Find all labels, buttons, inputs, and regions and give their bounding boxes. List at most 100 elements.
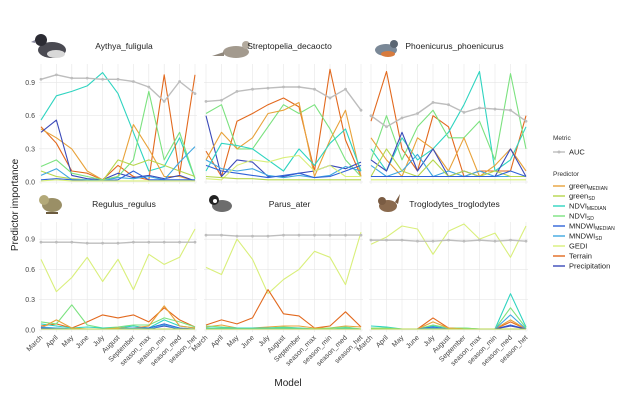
x-tick-label: June	[240, 334, 256, 350]
auc-point	[344, 87, 347, 91]
auc-point	[400, 238, 404, 242]
auc-point	[70, 76, 74, 80]
panel-title: Aythya_fuligula	[95, 41, 153, 51]
series-line-ndvi_sd	[205, 104, 362, 177]
series-line-green_median	[40, 305, 196, 330]
auc-point	[266, 86, 270, 90]
x-tick-label: April	[210, 334, 225, 349]
auc-point	[447, 103, 450, 107]
series-line-green_sd	[40, 159, 196, 182]
series-line-ndvi_median	[205, 128, 362, 172]
auc-point	[39, 240, 43, 244]
legend-label-green_sd: greenSD	[569, 192, 596, 203]
auc-point	[116, 241, 120, 245]
x-tick-label: May	[61, 334, 76, 349]
x-tick-label: May	[391, 334, 406, 349]
x-tick-label: June	[405, 334, 421, 350]
auc-point	[251, 234, 254, 238]
series-line-terrain	[205, 68, 362, 178]
x-tick-label: June	[75, 334, 91, 350]
x-tick-label: April	[45, 334, 60, 349]
panel-title: Regulus_regulus	[92, 199, 156, 209]
auc-point	[509, 238, 512, 242]
redstart-illustration	[375, 40, 398, 57]
y-tick-label: 0.0	[25, 328, 35, 335]
auc-point	[478, 106, 481, 110]
series-line-gedi	[40, 179, 195, 182]
legend-label-gedi: GEDI	[569, 242, 587, 251]
auc-point	[101, 77, 104, 81]
auc-point	[85, 241, 89, 245]
series-line-mndwi_sd	[370, 153, 526, 178]
auc-point	[297, 233, 301, 237]
auc-point	[193, 92, 197, 96]
legend-label-precipitation: Precipitation	[569, 262, 610, 271]
dove-illustration	[212, 41, 250, 58]
auc-point	[400, 116, 404, 120]
series-line-terrain	[40, 74, 196, 181]
panel-Regulus_regulus: Regulus_regulus 0.0 0.3 0.6 0.9 March April May…	[25, 199, 198, 368]
legend-label-mndwi_sd: MNDWISD	[569, 232, 603, 243]
legend-label-terrain: Terrain	[569, 252, 592, 261]
auc-point	[70, 240, 74, 244]
auc-point	[297, 85, 301, 89]
auc-point	[493, 107, 497, 111]
series-line-green_sd	[205, 175, 361, 181]
y-tick-label: 0.3	[25, 297, 35, 304]
wren-illustration	[378, 194, 400, 212]
auc-point	[369, 238, 373, 242]
auc-point	[328, 96, 332, 100]
auc-point	[313, 233, 316, 237]
y-tick-label: 0.9	[25, 237, 35, 244]
auc-point	[328, 233, 332, 237]
y-tick-label: 0.9	[25, 80, 35, 87]
y-tick-label: 0.0	[25, 180, 35, 187]
series-line-mndwi_median	[371, 170, 527, 178]
auc-point	[344, 233, 347, 237]
auc-point	[385, 125, 388, 129]
bird-illustrations	[31, 34, 400, 214]
x-tick-label: May	[226, 334, 241, 349]
auc-point	[178, 80, 182, 83]
auc-point	[116, 77, 120, 81]
auc-point	[478, 238, 481, 242]
auc-point	[132, 240, 135, 244]
auc-point	[385, 238, 388, 242]
series-line-precipitation	[205, 115, 362, 178]
auc-point	[359, 108, 363, 112]
series-line-mndwi_sd	[40, 146, 196, 182]
series-line-green_median	[205, 101, 362, 178]
auc-point	[282, 85, 285, 89]
auc-point	[416, 112, 419, 115]
x-axis-title: Model	[274, 378, 301, 389]
auc-point	[235, 90, 239, 93]
series-line-terrain	[370, 70, 527, 178]
auc-point	[55, 73, 58, 77]
panel-title: Phoenicurus_phoenicurus	[405, 41, 503, 51]
y-tick-label: 0.6	[25, 113, 35, 120]
legend-predictor-title: Predictor	[553, 171, 580, 178]
series-line-terrain	[205, 289, 362, 329]
auc-point	[416, 239, 419, 243]
legend-label-AUC: AUC	[569, 148, 585, 157]
auc-point	[204, 233, 208, 237]
auc-point	[447, 238, 450, 242]
auc-point	[147, 240, 151, 244]
auc-point	[204, 99, 208, 103]
panel-title: Parus_ater	[269, 199, 311, 209]
series-line-mndwi_median	[40, 170, 195, 182]
auc-point	[431, 101, 435, 104]
series-line-ndvi_sd	[40, 90, 196, 181]
panel-Streptopelia_decaocto: Streptopelia_decaocto	[204, 41, 363, 184]
legend-label-ndvi_sd: NDVISD	[569, 212, 594, 223]
legend-point-AUC	[557, 150, 561, 154]
auc-point	[178, 240, 182, 244]
auc-point	[282, 233, 285, 237]
kinglet-illustration	[39, 195, 62, 214]
legend-label-mndwi_median: MNDWIMEDIAN	[569, 222, 615, 233]
duck-illustration	[31, 34, 66, 58]
auc-point	[85, 76, 89, 80]
auc-point	[462, 239, 466, 243]
